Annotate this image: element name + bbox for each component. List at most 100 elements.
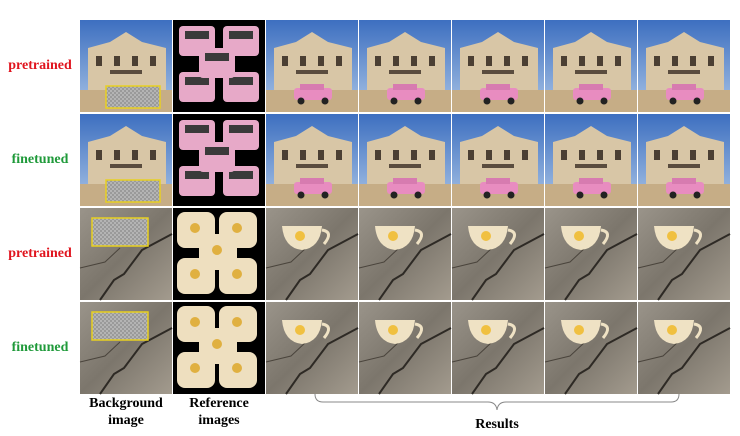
cup-handle [693, 322, 702, 339]
cup-decor [295, 325, 305, 335]
reference-decor [190, 223, 200, 233]
car [666, 182, 704, 194]
reference-glass [185, 77, 209, 85]
reference-car [199, 142, 235, 172]
wheel [693, 97, 701, 105]
cup-decor [667, 325, 677, 335]
car-window [393, 178, 417, 184]
crack [265, 247, 307, 269]
car [573, 182, 611, 194]
cup-handle [414, 228, 423, 245]
window [96, 56, 102, 66]
window [504, 56, 510, 66]
wheel [600, 97, 608, 105]
crack [564, 327, 638, 395]
car [294, 88, 332, 100]
balcony [668, 70, 700, 74]
wheel [414, 191, 422, 199]
reference-glass [185, 31, 209, 39]
cup-handle [600, 228, 609, 245]
cup-handle [693, 228, 702, 245]
ground [359, 184, 451, 206]
column-label: Background [89, 396, 163, 411]
car-window [672, 84, 696, 90]
building [367, 32, 445, 92]
wood [545, 302, 637, 394]
window [318, 150, 324, 160]
wood [638, 302, 730, 394]
window [597, 150, 603, 160]
balcony [482, 164, 514, 168]
results-brace [314, 393, 680, 411]
window [522, 150, 528, 160]
window [300, 56, 306, 66]
reference-glass [205, 147, 229, 155]
crack [564, 233, 638, 301]
balcony [296, 70, 328, 74]
window [708, 56, 714, 66]
wheel [507, 97, 515, 105]
window [486, 150, 492, 160]
cup-handle [507, 228, 516, 245]
wheel [483, 97, 491, 105]
window [411, 150, 417, 160]
building [274, 126, 352, 186]
balcony [575, 70, 607, 74]
wood [359, 208, 451, 300]
reference-glass [229, 171, 253, 179]
ground [359, 90, 451, 112]
window [375, 56, 381, 66]
window [114, 150, 120, 160]
window [336, 56, 342, 66]
window [468, 150, 474, 160]
reference-glass [229, 31, 253, 39]
row-label: pretrained [8, 58, 72, 73]
building [553, 126, 631, 186]
wheel [297, 191, 305, 199]
ground [545, 90, 637, 112]
car [387, 182, 425, 194]
window [375, 150, 381, 160]
wheel [390, 191, 398, 199]
car [387, 88, 425, 100]
ground [452, 90, 544, 112]
crack [79, 341, 121, 363]
crack [285, 327, 359, 395]
ground [266, 184, 358, 206]
balcony [482, 70, 514, 74]
wheel [321, 97, 329, 105]
results-label: Results [475, 417, 519, 432]
window [561, 150, 567, 160]
wheel [414, 97, 422, 105]
crack [657, 233, 731, 301]
window [150, 150, 156, 160]
window [690, 150, 696, 160]
reference-decor [232, 223, 242, 233]
crack [637, 247, 679, 269]
row-label: pretrained [8, 246, 72, 261]
window [429, 150, 435, 160]
balcony [296, 164, 328, 168]
window [654, 56, 660, 66]
reference-glass [229, 77, 253, 85]
wheel [669, 97, 677, 105]
cup-handle [414, 322, 423, 339]
window [615, 56, 621, 66]
window [615, 150, 621, 160]
car-window [579, 178, 603, 184]
crack [378, 233, 452, 301]
window [579, 150, 585, 160]
car-window [300, 178, 324, 184]
crack [544, 341, 586, 363]
balcony [575, 164, 607, 168]
cup-handle [321, 228, 330, 245]
window [486, 56, 492, 66]
window [504, 150, 510, 160]
crack [285, 233, 359, 301]
window [393, 56, 399, 66]
crack [358, 341, 400, 363]
building [88, 126, 166, 186]
reference-decor [190, 363, 200, 373]
cup-decor [388, 231, 398, 241]
